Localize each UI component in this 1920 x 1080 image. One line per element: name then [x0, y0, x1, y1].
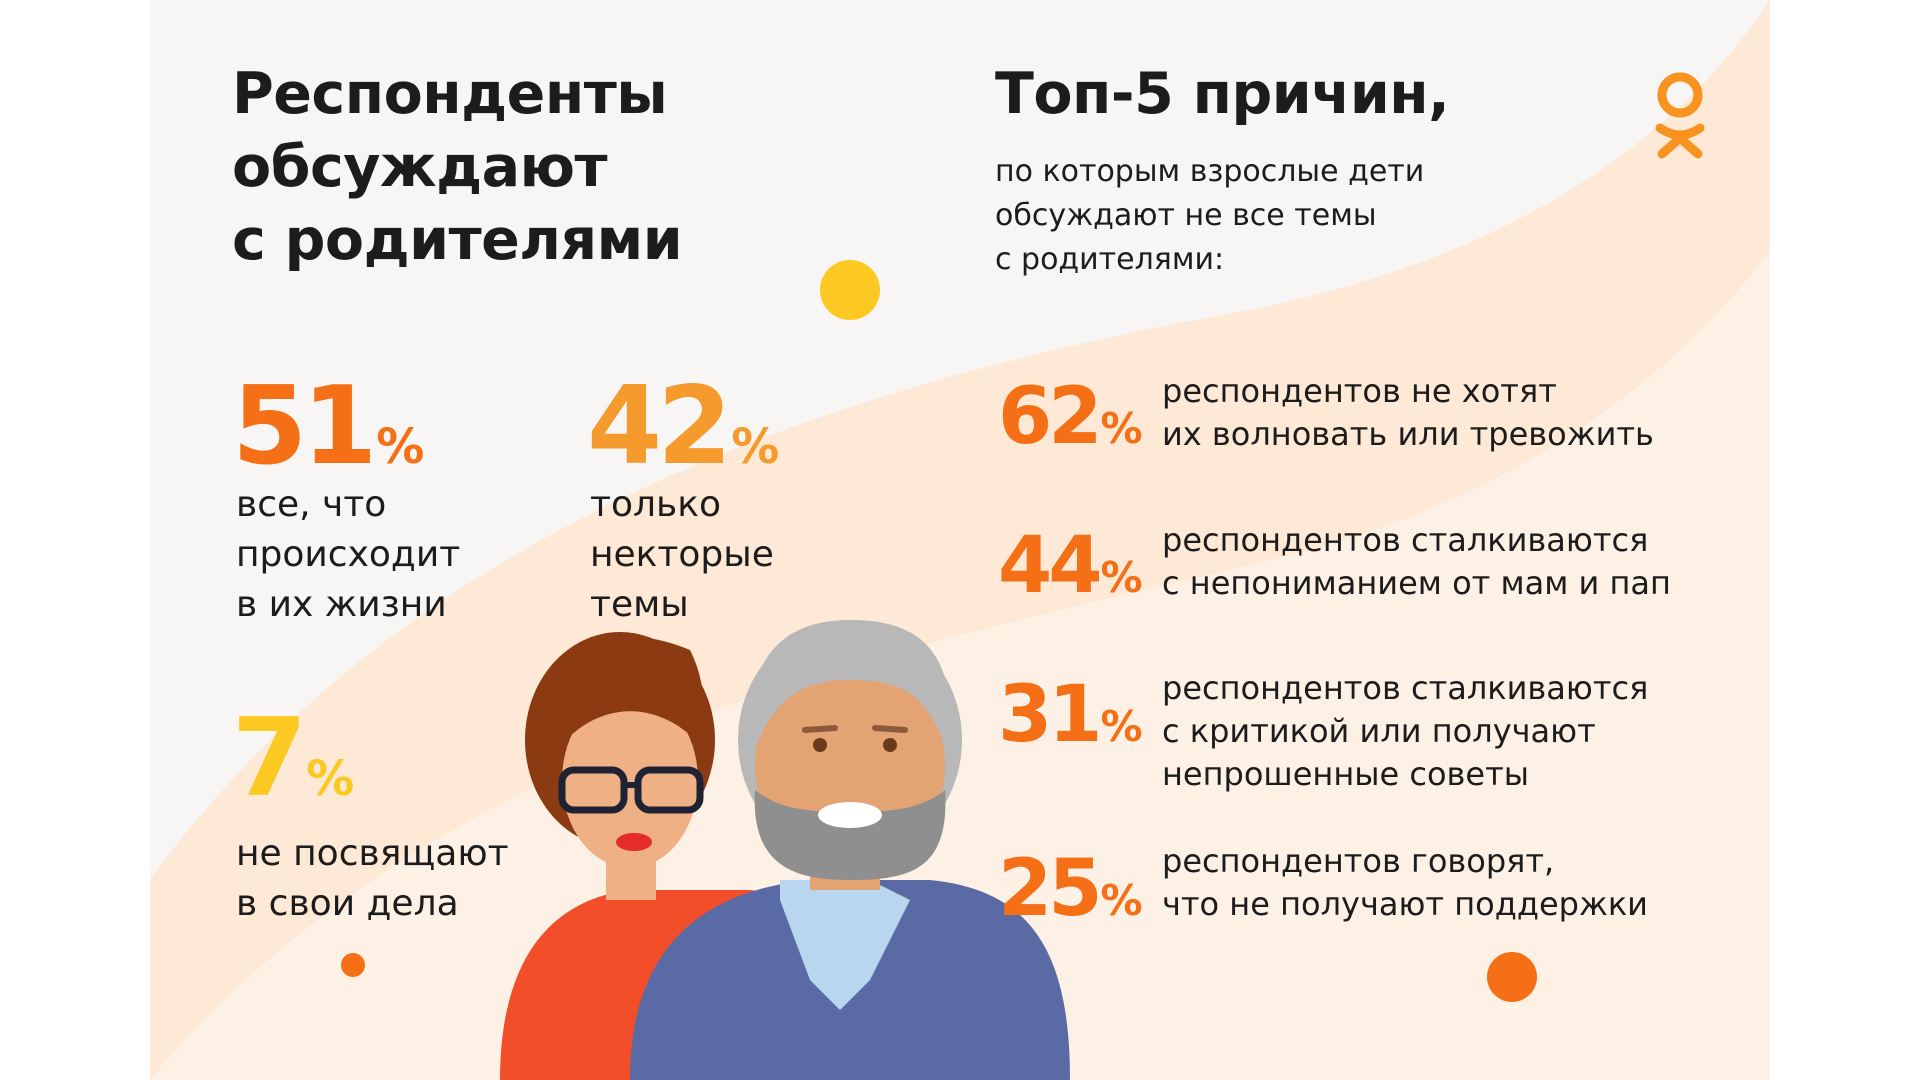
left-heading-line: с родителями [232, 207, 683, 273]
percent-sign: % [1100, 553, 1143, 602]
reason-line: непрошенные советы [1162, 755, 1529, 793]
stat-7-value: 7% [232, 705, 354, 813]
right-subtitle-line: обсуждают не все темы [995, 198, 1377, 233]
reason-31-text: респондентов сталкиваются с критикой или… [1162, 667, 1648, 796]
right-subtitle-line: по которым взрослые дети [995, 154, 1425, 189]
reason-number: 31 [998, 670, 1103, 760]
reason-number: 25 [998, 844, 1103, 934]
description-line: не посвящают [236, 833, 509, 874]
reason-line: с непониманием от мам и пап [1162, 564, 1671, 602]
reason-62-text: респондентов не хотят их волновать или т… [1162, 370, 1654, 456]
right-subtitle-line: с родителями: [995, 242, 1225, 277]
description-line: только [590, 484, 721, 525]
stat-7-description: не посвящают в свои дела [236, 829, 509, 929]
odnoklassniki-logo-icon [1655, 72, 1705, 159]
reason-line: их волновать или тревожить [1162, 415, 1654, 453]
background-wave [150, 0, 1770, 1080]
stat-42-value: 42% [587, 373, 779, 481]
reason-62-value: 62% [998, 378, 1143, 456]
percent-sign: % [1100, 702, 1143, 751]
stat-number: 42 [587, 364, 732, 489]
left-heading: Респонденты обсуждают с родителями [232, 58, 683, 277]
right-subtitle: по которым взрослые дети обсуждают не вс… [995, 150, 1424, 282]
reason-line: с критикой или получают [1162, 712, 1596, 750]
stat-42-description: только некторые темы [590, 480, 774, 630]
left-heading-line: Респонденты [232, 61, 668, 127]
stat-number: 7 [232, 696, 307, 821]
percent-sign: % [376, 419, 425, 475]
reason-number: 62 [998, 372, 1103, 462]
reason-number: 44 [998, 521, 1103, 611]
description-line: в свои дела [236, 883, 459, 924]
percent-sign: % [1100, 404, 1143, 453]
left-heading-line: обсуждают [232, 134, 608, 200]
stat-number: 51 [232, 364, 377, 489]
reason-25-value: 25% [998, 850, 1143, 928]
percent-sign: % [306, 751, 355, 807]
reason-line: респондентов говорят, [1162, 842, 1555, 880]
reason-44-value: 44% [998, 527, 1143, 605]
description-line: в их жизни [236, 584, 447, 625]
description-line: темы [590, 584, 689, 625]
stat-51-description: все, что происходит в их жизни [236, 480, 460, 630]
yellow-dot-icon [820, 260, 880, 320]
reason-31-value: 31% [998, 676, 1143, 754]
percent-sign: % [1100, 876, 1143, 925]
man-illustration [630, 620, 1070, 1080]
description-line: происходит [236, 534, 461, 575]
reason-25-text: респондентов говорят, что не получают по… [1162, 840, 1648, 926]
reason-line: что не получают поддержки [1162, 885, 1648, 923]
right-heading: Топ-5 причин, [995, 61, 1450, 127]
orange-dot-icon [1487, 952, 1537, 1002]
reason-line: респондентов не хотят [1162, 372, 1557, 410]
infographic-card: Респонденты обсуждают с родителями Топ-5… [150, 0, 1770, 1080]
reason-line: респондентов сталкиваются [1162, 669, 1649, 707]
reason-44-text: респондентов сталкиваются с непониманием… [1162, 519, 1671, 605]
percent-sign: % [731, 419, 780, 475]
description-line: все, что [236, 484, 387, 525]
stat-51-value: 51% [232, 373, 424, 481]
reason-line: респондентов сталкиваются [1162, 521, 1649, 559]
description-line: некторые [590, 534, 774, 575]
small-orange-dot-icon [341, 953, 365, 977]
